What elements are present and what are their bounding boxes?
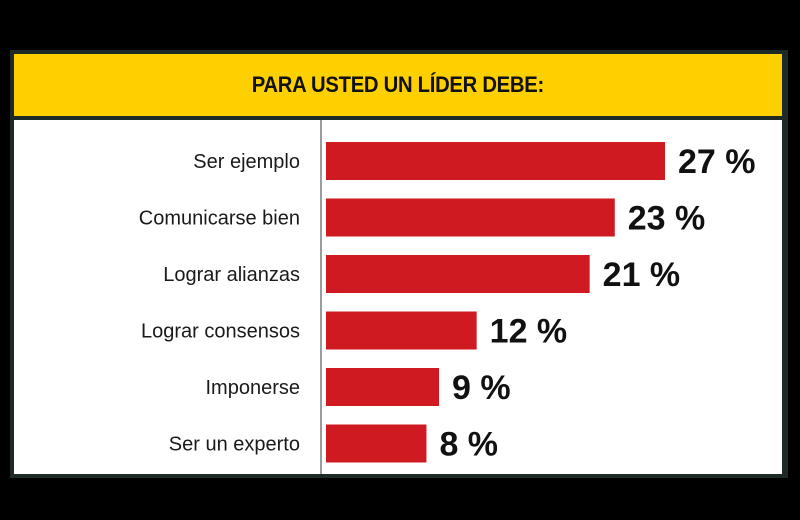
bar-chart: Ser ejemplo 27 % Comunicarse bien 23 % Logra… bbox=[139, 120, 756, 474]
chart-header: PARA USTED UN LÍDER DEBE: bbox=[14, 54, 782, 119]
category-label: Lograr consensos bbox=[141, 321, 300, 343]
value-label: 12 % bbox=[490, 313, 567, 351]
bar bbox=[326, 311, 477, 350]
category-label: Comunicarse bien bbox=[139, 208, 300, 230]
value-label: 21 % bbox=[603, 256, 681, 294]
value-label: 8 % bbox=[439, 426, 498, 464]
chart-frame: PARA USTED UN LÍDER DEBE: Ser ejemplo 27 … bbox=[10, 50, 788, 478]
chart-title: PARA USTED UN LÍDER DEBE: bbox=[251, 72, 545, 97]
bar bbox=[326, 424, 427, 463]
value-label: 23 % bbox=[628, 200, 706, 238]
bar bbox=[326, 255, 590, 293]
category-label: Ser ejemplo bbox=[193, 151, 300, 173]
value-label: 9 % bbox=[452, 369, 511, 407]
category-label: Lograr alianzas bbox=[163, 264, 300, 286]
value-label: 27 % bbox=[678, 143, 756, 181]
category-label: Imponerse bbox=[206, 377, 301, 399]
bar bbox=[326, 142, 665, 180]
chart-panel: Ser ejemplo 27 % Comunicarse bien 23 % Logra… bbox=[14, 120, 782, 474]
bar bbox=[326, 368, 439, 406]
bar bbox=[326, 198, 615, 237]
category-label: Ser un experto bbox=[169, 434, 300, 456]
